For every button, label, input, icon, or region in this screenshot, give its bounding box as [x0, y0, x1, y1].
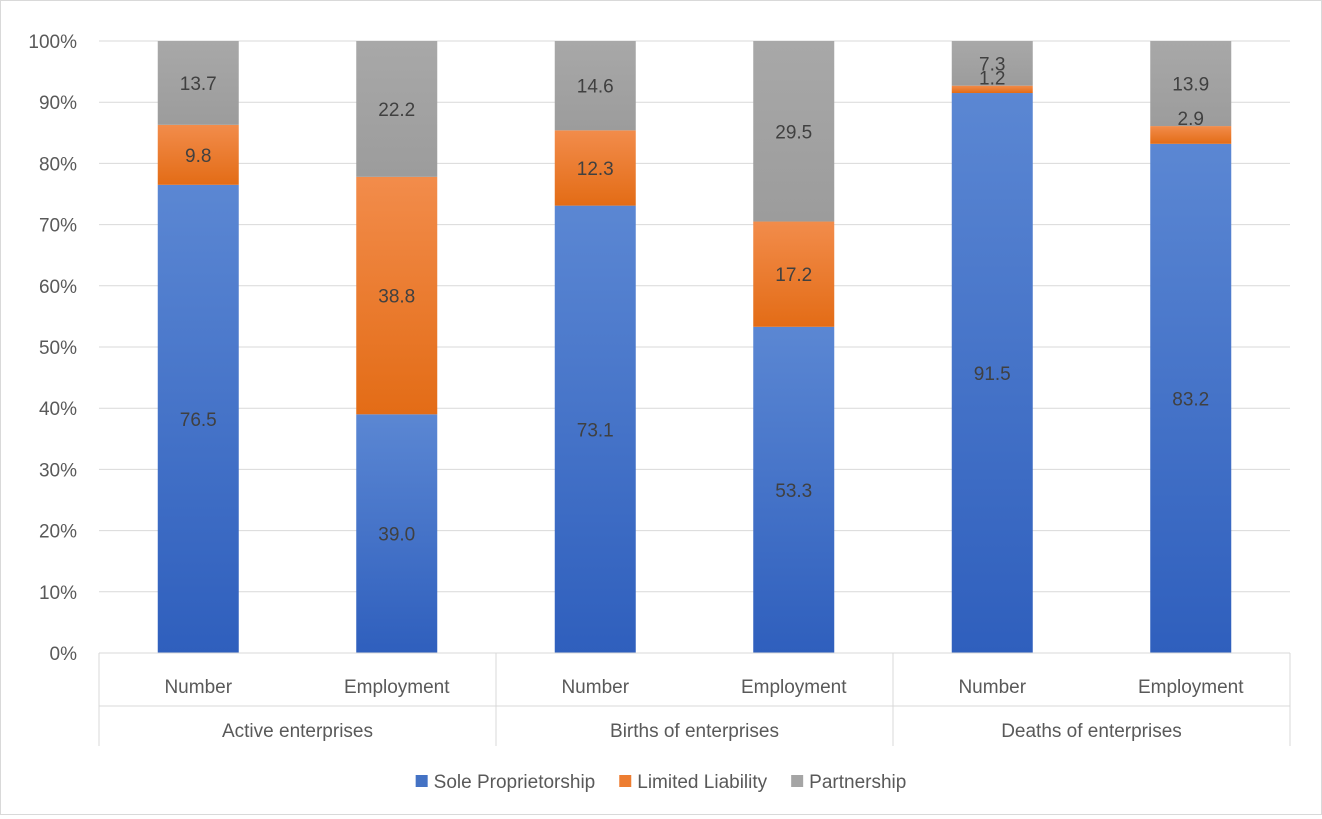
- y-tick-label: 100%: [28, 32, 77, 53]
- bar-segment-partnership: [157, 41, 239, 125]
- data-label: 76.5: [180, 410, 217, 431]
- bar-segment-partnership: [356, 41, 438, 177]
- bars: [157, 41, 1232, 654]
- data-label: 17.2: [775, 265, 812, 286]
- bar-segment-sole-proprietorship: [1150, 143, 1232, 654]
- data-label: 2.9: [1178, 109, 1204, 130]
- x-category-label: Employment: [741, 677, 847, 698]
- y-tick-label: 60%: [39, 277, 77, 298]
- y-axis-tick-labels: 0% 10% 20% 30% 40% 50% 60% 70% 80% 90% 100%: [28, 32, 77, 665]
- legend-swatch-partnership: [791, 775, 804, 787]
- legend-label: Limited Liability: [637, 772, 767, 793]
- data-label: 22.2: [378, 100, 415, 121]
- x-category-label: Number: [561, 677, 629, 698]
- bar-segment-sole-proprietorship: [554, 205, 636, 654]
- y-tick-label: 90%: [39, 93, 77, 114]
- legend-swatch-sole-proprietorship: [415, 775, 428, 787]
- bar-segment-partnership: [554, 41, 636, 131]
- legend-swatch-limited-liability: [619, 775, 632, 787]
- legend: Sole Proprietorship Limited Liability Part…: [415, 772, 906, 793]
- data-label: 91.5: [974, 364, 1011, 385]
- data-label: 39.0: [378, 525, 415, 546]
- x-category-label: Number: [164, 677, 232, 698]
- data-label: 53.3: [775, 481, 812, 502]
- x-group-label: Active enterprises: [222, 721, 373, 742]
- bar-segment-sole-proprietorship: [356, 414, 438, 653]
- y-tick-label: 10%: [39, 583, 77, 604]
- bar-segment-limited-liability: [356, 176, 438, 415]
- y-tick-label: 40%: [39, 399, 77, 420]
- bar-segment-partnership: [951, 41, 1033, 86]
- x-category-label: Number: [958, 677, 1026, 698]
- bar-segment-limited-liability: [1150, 126, 1232, 144]
- x-axis: Number Employment Number Employment Number Em…: [98, 652, 1291, 746]
- data-label: 13.9: [1172, 75, 1209, 96]
- data-label: 1.2: [979, 69, 1005, 90]
- x-group-label: Deaths of enterprises: [1001, 721, 1182, 742]
- data-label: 7.3: [979, 54, 1005, 75]
- bar-segment-partnership: [1150, 41, 1232, 127]
- y-tick-label: 20%: [39, 522, 77, 543]
- data-label: 14.6: [577, 77, 614, 98]
- bar-segment-limited-liability: [753, 221, 835, 327]
- data-label: 73.1: [577, 420, 614, 441]
- data-label: 38.8: [378, 287, 415, 308]
- bar-segment-sole-proprietorship: [951, 93, 1033, 653]
- bar-segment-sole-proprietorship: [157, 184, 239, 653]
- bar-segment-limited-liability: [951, 85, 1033, 94]
- data-label: 13.7: [180, 74, 217, 95]
- y-tick-label: 50%: [39, 338, 77, 359]
- data-label: 9.8: [185, 146, 211, 167]
- data-label: 83.2: [1172, 389, 1209, 410]
- y-tick-label: 30%: [39, 460, 77, 481]
- x-category-label: Employment: [344, 677, 450, 698]
- y-tick-label: 80%: [39, 154, 77, 175]
- bar-segment-limited-liability: [554, 130, 636, 206]
- gridlines: [99, 40, 1290, 654]
- bar-segment-sole-proprietorship: [753, 326, 835, 653]
- data-label: 29.5: [775, 122, 812, 143]
- y-tick-label: 0%: [50, 644, 78, 665]
- data-labels: 76.5 9.8 13.7 39.0 38.8 22.2 73.1 12.3 14.6 53.3 1…: [180, 54, 1209, 545]
- x-group-label: Births of enterprises: [610, 721, 779, 742]
- bar-segment-partnership: [753, 41, 835, 222]
- legend-label: Partnership: [809, 772, 906, 793]
- x-category-label: Employment: [1138, 677, 1244, 698]
- legend-label: Sole Proprietorship: [434, 772, 596, 793]
- data-label: 12.3: [577, 159, 614, 180]
- y-tick-label: 70%: [39, 216, 77, 237]
- bar-segment-limited-liability: [157, 124, 239, 185]
